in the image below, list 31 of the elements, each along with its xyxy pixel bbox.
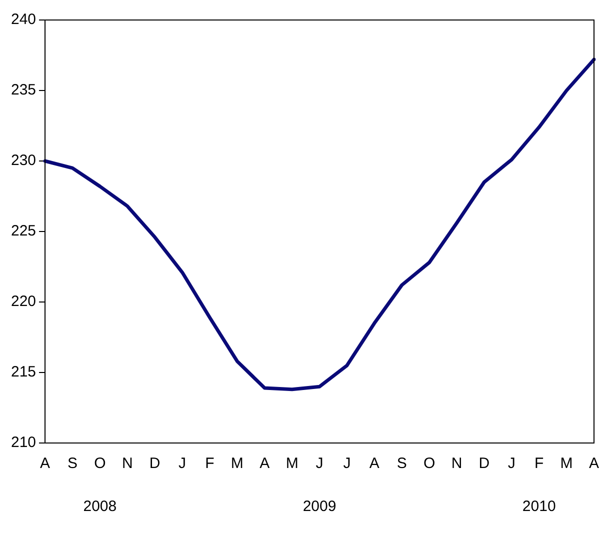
x-tick-label: F xyxy=(205,455,214,472)
x-tick-label: F xyxy=(534,455,544,472)
x-tick-label: O xyxy=(423,455,436,472)
text: 2009 xyxy=(302,498,336,516)
y-tick-label: 225 xyxy=(10,222,36,240)
x-tick-label: S xyxy=(67,455,78,472)
x-tick-label: M xyxy=(230,455,244,472)
x-tick-label: A xyxy=(369,455,380,472)
y-tick-label: 220 xyxy=(10,293,36,310)
text: 2008 xyxy=(83,498,117,516)
y-tick-label: 240 xyxy=(10,11,36,28)
y-tick-label: 210 xyxy=(10,434,36,452)
y-tick-label: 235 xyxy=(10,82,36,99)
x-tick-label: J xyxy=(316,455,324,472)
x-tick-label: D xyxy=(149,455,160,472)
x-tick-label: A xyxy=(588,455,600,472)
x-tick-label: M xyxy=(560,455,573,472)
x-tick-label: N xyxy=(451,455,462,472)
x-tick-label: J xyxy=(508,455,516,472)
x-tick-label: N xyxy=(122,455,133,472)
x-tick-label: D xyxy=(478,455,490,472)
y-tick-label: 230 xyxy=(10,152,36,170)
x-tick-label: A xyxy=(260,455,270,472)
x-tick-label: S xyxy=(396,455,407,472)
x-tick-label: J xyxy=(178,455,186,472)
x-tick-label: J xyxy=(343,455,351,472)
x-tick-label: M xyxy=(286,455,298,472)
y-tick-label: 215 xyxy=(10,364,36,381)
x-tick-label: A xyxy=(40,455,50,472)
x-tick-label: O xyxy=(94,455,106,472)
text: 2010 xyxy=(522,498,556,516)
